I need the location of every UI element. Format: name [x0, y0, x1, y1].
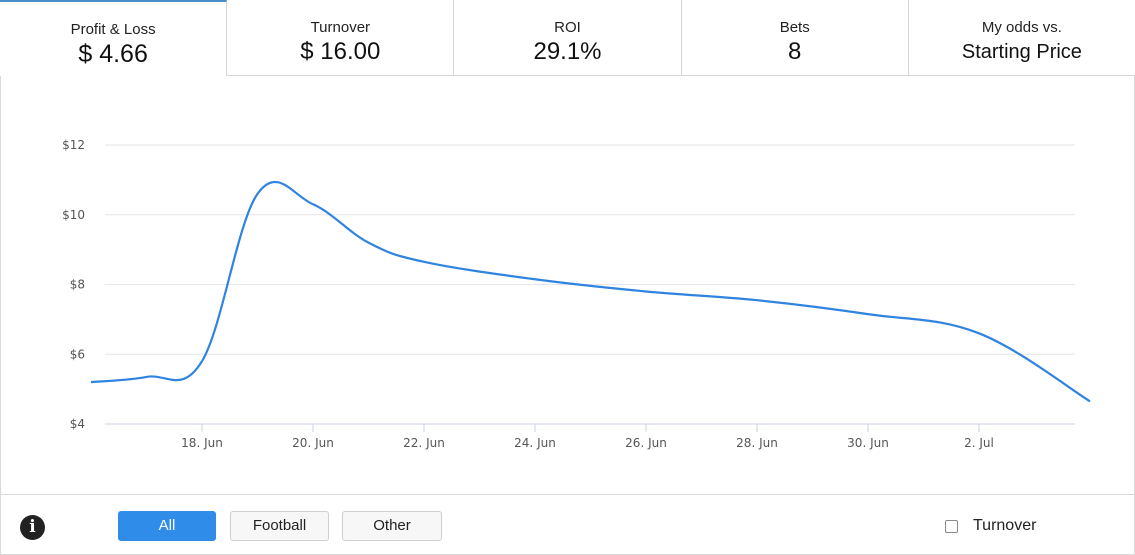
tab-profit-loss[interactable]: Profit & Loss $ 4.66 [0, 0, 228, 76]
tab-turnover[interactable]: Turnover $ 16.00 [227, 0, 455, 76]
x-tick-label: 28. Jun [736, 436, 778, 450]
stat-tabs: Profit & Loss $ 4.66 Turnover $ 16.00 RO… [0, 0, 1135, 76]
tab-value: 29.1% [533, 38, 602, 65]
y-tick-label: $10 [62, 208, 85, 222]
filter-all-button[interactable]: All [118, 511, 216, 541]
tab-value: $ 4.66 [78, 40, 148, 68]
y-tick-label: $4 [70, 417, 85, 431]
x-tick-label: 2. Jul [964, 436, 994, 450]
tab-label: Bets [779, 19, 810, 36]
tab-roi[interactable]: ROI 29.1% [454, 0, 682, 76]
chart-footer: i All Football Other Turnover [0, 494, 1135, 555]
tab-label: Profit & Loss [70, 21, 156, 38]
turnover-label: Turnover [973, 517, 1037, 534]
tab-label: Turnover [310, 19, 371, 36]
tab-odds-vs-sp[interactable]: My odds vs. Starting Price [908, 0, 1135, 76]
series-line [90, 180, 1091, 403]
x-tick-label: 20. Jun [292, 436, 334, 450]
y-tick-label: $12 [62, 138, 85, 152]
turnover-toggle[interactable]: Turnover [945, 515, 1036, 537]
info-icon[interactable]: i [20, 515, 45, 540]
turnover-checkbox[interactable] [945, 519, 958, 533]
tab-value: 8 [788, 38, 802, 65]
y-tick-label: $6 [70, 347, 85, 361]
y-tick-label: $8 [70, 278, 85, 292]
tab-value: Starting Price [961, 41, 1082, 63]
x-tick-label: 26. Jun [625, 436, 667, 450]
tab-label: ROI [554, 19, 581, 36]
filter-other-button[interactable]: Other [342, 511, 442, 541]
line-chart: $4 $6 $8 $10 $12 18. Jun 20. Jun 22. Jun 24. Jun… [62, 138, 1091, 450]
x-tick-label: 18. Jun [181, 436, 223, 450]
x-tick-label: 24. Jun [514, 436, 556, 450]
x-tick-label: 30. Jun [847, 436, 889, 450]
tab-bets[interactable]: Bets 8 [681, 0, 909, 76]
x-tick-label: 22. Jun [403, 436, 445, 450]
tab-value: $ 16.00 [300, 38, 381, 65]
filter-football-button[interactable]: Football [230, 511, 329, 541]
tab-label: My odds vs. [981, 19, 1062, 36]
profit-loss-chart: $4 $6 $8 $10 $12 18. Jun 20. Jun 22. Jun 24. Jun… [0, 76, 1135, 494]
